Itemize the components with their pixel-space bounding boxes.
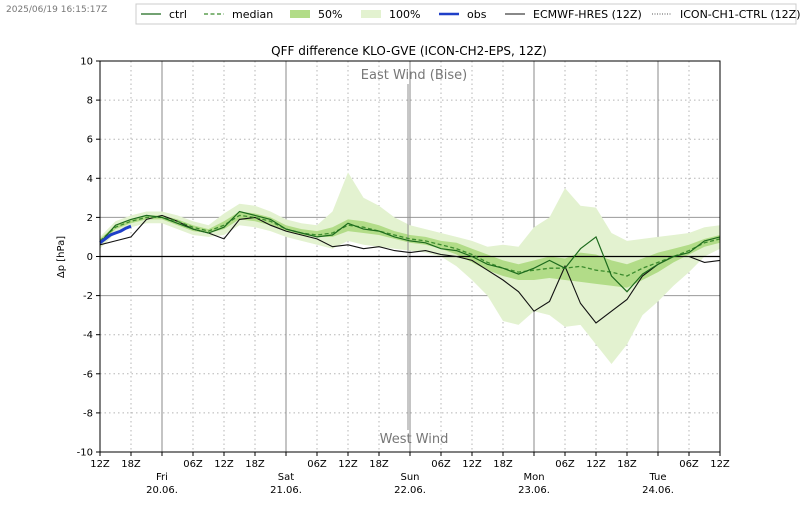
x-tick-label: 18Z (121, 459, 141, 470)
series-ctrl (99, 210, 721, 293)
x-tick-label: 06Z (679, 459, 699, 470)
chart-title: QFF difference KLO-GVE (ICON-CH2-EPS, 12… (271, 44, 547, 58)
series-median (99, 214, 721, 277)
legend-label-median: median (232, 8, 273, 21)
day-label: Tue (648, 472, 666, 483)
y-tick-label: -4 (83, 330, 93, 341)
legend-label-p100: 100% (389, 8, 420, 21)
date-label: 22.06. (394, 485, 426, 496)
x-tick-label: 12Z (214, 459, 234, 470)
date-label: 23.06. (518, 485, 550, 496)
legend-swatch-p100 (361, 10, 381, 18)
x-tick-label: 06Z (307, 459, 327, 470)
date-label: 20.06. (146, 485, 178, 496)
day-label: Mon (523, 472, 544, 483)
legend: ctrl median 50% 100% obs ECMWF-HRES (12Z) ICON… (135, 3, 800, 25)
legend-label-obs: obs (467, 8, 487, 21)
y-tick-label: 10 (80, 57, 93, 68)
x-tick-label: 18Z (493, 459, 513, 470)
y-tick-label: -10 (77, 448, 93, 459)
legend-label-ctrl: ctrl (169, 8, 187, 21)
y-tick-label: 6 (87, 135, 93, 146)
x-tick-label: 06Z (555, 459, 575, 470)
y-tick-label: 2 (87, 213, 93, 224)
annotation-west-wind: West Wind (380, 432, 449, 447)
x-tick-label: 18Z (369, 459, 389, 470)
y-tick-label: 8 (87, 96, 93, 107)
legend-label-ich1: ICON-CH1-CTRL (12Z) (680, 8, 800, 21)
x-tick-label: 12Z (586, 459, 606, 470)
x-tick-label: 12Z (710, 459, 730, 470)
legend-label-p50: 50% (318, 8, 342, 21)
x-tick-label: 12Z (90, 459, 110, 470)
annotation-east-wind: East Wind (Bise) (361, 68, 467, 83)
legend-swatch-p50 (290, 10, 310, 18)
legend-frame (135, 3, 797, 25)
day-label: Sat (278, 472, 294, 483)
y-tick-label: -8 (83, 408, 93, 419)
day-label: Fri (156, 472, 168, 483)
date-label: 24.06. (642, 485, 674, 496)
x-tick-label: 12Z (338, 459, 358, 470)
x-tick-label: 06Z (183, 459, 203, 470)
y-axis-label: Δp [hPa] (56, 236, 67, 278)
x-tick-label: 18Z (245, 459, 265, 470)
legend-label-ecmwf: ECMWF-HRES (12Z) (533, 8, 642, 21)
timestamp: 2025/06/19 16:15:17Z (6, 5, 108, 15)
plot-area: -10 -8 -6 -4 -2 0 2 4 6 8 10 12Z 18Z 06Z 12Z 18Z 06Z 12Z 1… (77, 57, 730, 497)
y-tick-label: -6 (83, 369, 93, 380)
series-obs (99, 224, 132, 245)
y-tick-label: 4 (87, 174, 93, 185)
y-tick-label: 0 (87, 252, 93, 263)
day-label: Sun (400, 472, 419, 483)
x-tick-label: 18Z (617, 459, 637, 470)
y-tick-label: -2 (83, 291, 93, 302)
x-tick-label: 06Z (431, 459, 451, 470)
x-tick-label: 12Z (462, 459, 482, 470)
date-label: 21.06. (270, 485, 302, 496)
